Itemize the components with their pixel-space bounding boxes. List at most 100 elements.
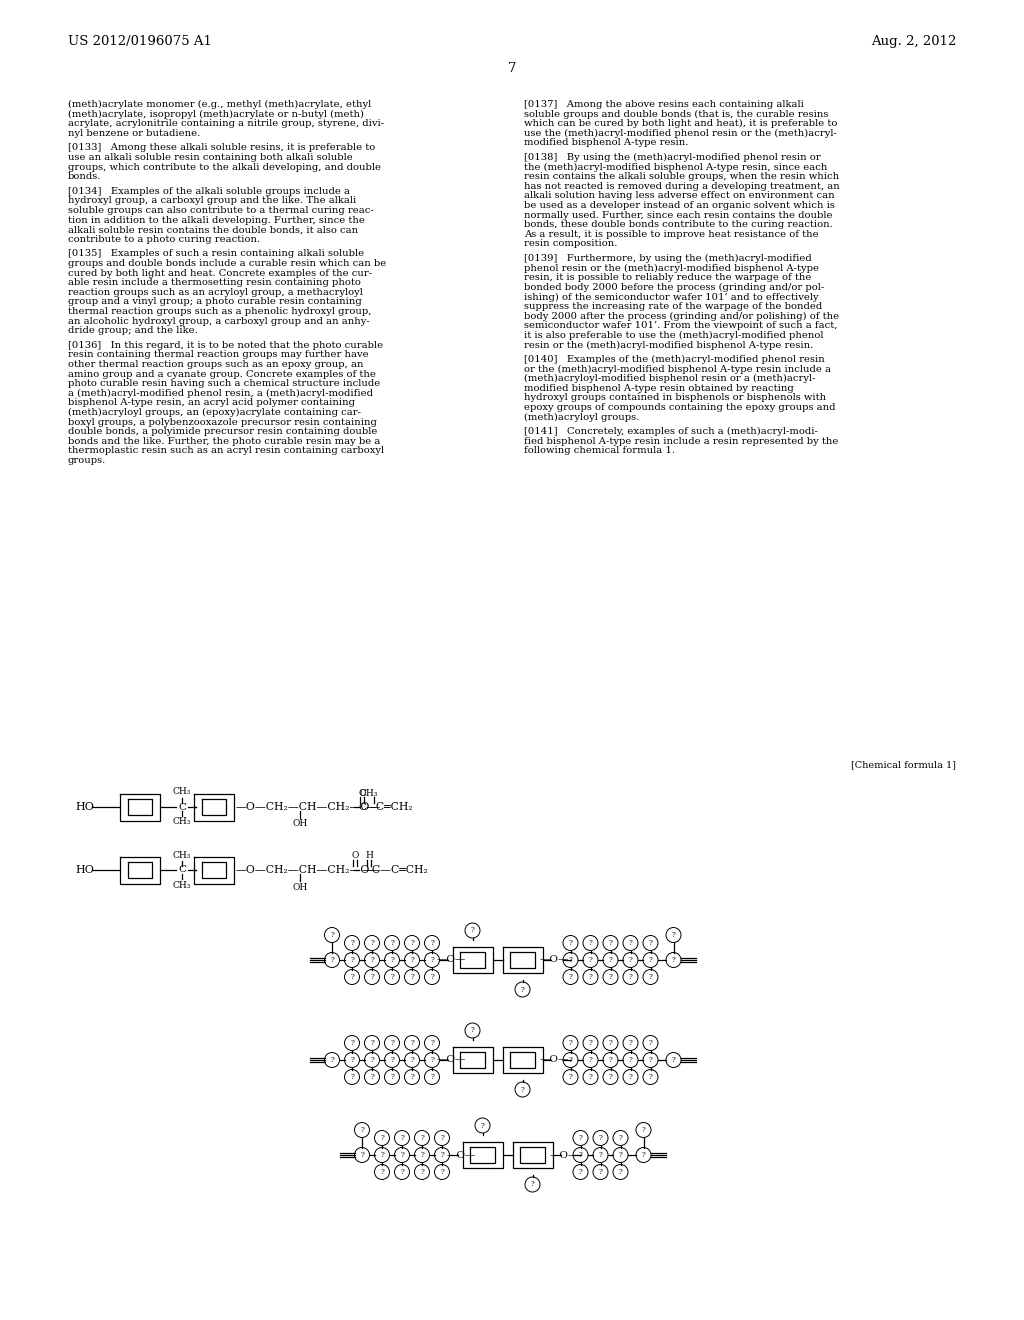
Text: ?: ?: [370, 1039, 374, 1047]
Text: ?: ?: [410, 1039, 414, 1047]
Text: ?: ?: [608, 1039, 612, 1047]
Text: [0136]   In this regard, it is to be noted that the photo curable: [0136] In this regard, it is to be noted…: [68, 341, 383, 350]
Text: [0139]   Furthermore, by using the (meth)acryl-modified: [0139] Furthermore, by using the (meth)a…: [524, 253, 812, 263]
Text: ?: ?: [330, 931, 334, 939]
Text: ?: ?: [568, 1073, 572, 1081]
Text: ?: ?: [410, 956, 414, 964]
Text: ?: ?: [471, 927, 474, 935]
Text: dride group; and the like.: dride group; and the like.: [68, 326, 198, 335]
Text: ?: ?: [350, 1073, 354, 1081]
Text: ?: ?: [530, 1180, 535, 1188]
Text: ?: ?: [648, 973, 652, 981]
Text: or the (meth)acryl-modified bisphenol A-type resin include a: or the (meth)acryl-modified bisphenol A-…: [524, 364, 831, 374]
Text: —O—: —O—: [550, 1151, 580, 1159]
Text: ?: ?: [370, 1056, 374, 1064]
Text: ?: ?: [350, 1056, 354, 1064]
Text: groups.: groups.: [68, 455, 106, 465]
Text: —C═CH₂: —C═CH₂: [366, 803, 414, 812]
Text: CH₃: CH₃: [173, 788, 191, 796]
Text: —O—: —O—: [540, 956, 569, 965]
Text: fied bisphenol A-type resin include a resin represented by the: fied bisphenol A-type resin include a re…: [524, 437, 839, 446]
Text: nyl benzene or butadiene.: nyl benzene or butadiene.: [68, 129, 201, 137]
Text: bonds and the like. Further, the photo curable resin may be a: bonds and the like. Further, the photo c…: [68, 437, 380, 446]
Text: ?: ?: [672, 956, 676, 964]
Text: C: C: [178, 803, 186, 812]
Text: CH₃: CH₃: [173, 880, 191, 890]
Text: ?: ?: [648, 1039, 652, 1047]
Text: acrylate, acrylonitrile containing a nitrile group, styrene, divi-: acrylate, acrylonitrile containing a nit…: [68, 119, 384, 128]
Text: hydroxyl group, a carboxyl group and the like. The alkali: hydroxyl group, a carboxyl group and the…: [68, 197, 356, 206]
Text: hydroxyl groups contained in bisphenols or bisphenols with: hydroxyl groups contained in bisphenols …: [524, 393, 826, 403]
Text: ?: ?: [390, 973, 394, 981]
Text: ?: ?: [330, 956, 334, 964]
Text: ?: ?: [589, 956, 593, 964]
Text: phenol resin or the (meth)acryl-modified bisphenol A-type: phenol resin or the (meth)acryl-modified…: [524, 264, 819, 273]
Text: ?: ?: [440, 1168, 444, 1176]
Text: alkali soluble resin contains the double bonds, it also can: alkali soluble resin contains the double…: [68, 226, 358, 234]
Text: semiconductor wafer 101’. From the viewpoint of such a fact,: semiconductor wafer 101’. From the viewp…: [524, 321, 838, 330]
Text: ?: ?: [672, 931, 676, 939]
Text: US 2012/0196075 A1: US 2012/0196075 A1: [68, 36, 212, 49]
Text: O: O: [351, 851, 358, 861]
Text: —O—CH₂—CH—CH₂—O—: —O—CH₂—CH—CH₂—O—: [236, 865, 381, 875]
Text: ?: ?: [589, 1039, 593, 1047]
Text: ?: ?: [390, 1039, 394, 1047]
Text: ?: ?: [608, 973, 612, 981]
Text: ?: ?: [430, 973, 434, 981]
Text: OH: OH: [293, 820, 307, 829]
Text: ?: ?: [520, 986, 524, 994]
Text: ?: ?: [618, 1168, 623, 1176]
Text: ?: ?: [589, 1056, 593, 1064]
Text: ?: ?: [390, 1056, 394, 1064]
Text: —O—: —O—: [540, 1056, 569, 1064]
Text: body 2000 after the process (grinding and/or polishing) of the: body 2000 after the process (grinding an…: [524, 312, 839, 321]
Text: cured by both light and heat. Concrete examples of the cur-: cured by both light and heat. Concrete e…: [68, 268, 372, 277]
Text: soluble groups can also contribute to a thermal curing reac-: soluble groups can also contribute to a …: [68, 206, 374, 215]
Text: [0137]   Among the above resins each containing alkali: [0137] Among the above resins each conta…: [524, 100, 804, 110]
Text: it is also preferable to use the (meth)acryl-modified phenol: it is also preferable to use the (meth)a…: [524, 331, 823, 341]
Text: [0134]   Examples of the alkali soluble groups include a: [0134] Examples of the alkali soluble gr…: [68, 187, 350, 195]
Text: (meth)acrylate, isopropyl (meth)acrylate or n-butyl (meth): (meth)acrylate, isopropyl (meth)acrylate…: [68, 110, 364, 119]
Text: ?: ?: [618, 1134, 623, 1142]
Text: reaction groups such as an acryloyl group, a methacryloyl: reaction groups such as an acryloyl grou…: [68, 288, 362, 297]
Text: ?: ?: [618, 1151, 623, 1159]
Text: —O—: —O—: [437, 1056, 466, 1064]
Text: groups and double bonds include a curable resin which can be: groups and double bonds include a curabl…: [68, 259, 386, 268]
Text: ?: ?: [648, 1056, 652, 1064]
Text: ?: ?: [350, 1039, 354, 1047]
Text: [0135]   Examples of such a resin containing alkali soluble: [0135] Examples of such a resin containi…: [68, 249, 365, 259]
Text: alkali solution having less adverse effect on environment can: alkali solution having less adverse effe…: [524, 191, 835, 201]
Text: ?: ?: [568, 939, 572, 946]
Text: tion in addition to the alkali developing. Further, since the: tion in addition to the alkali developin…: [68, 215, 365, 224]
Text: use the (meth)acryl-modified phenol resin or the (meth)acryl-: use the (meth)acryl-modified phenol resi…: [524, 129, 837, 137]
Text: ?: ?: [330, 1056, 334, 1064]
Text: other thermal reaction groups such as an epoxy group, an: other thermal reaction groups such as an…: [68, 360, 364, 370]
Text: ?: ?: [350, 939, 354, 946]
Text: an alcoholic hydroxyl group, a carboxyl group and an anhy-: an alcoholic hydroxyl group, a carboxyl …: [68, 317, 370, 326]
Text: ?: ?: [430, 1039, 434, 1047]
Text: ?: ?: [420, 1134, 424, 1142]
Text: resin or the (meth)acryl-modified bisphenol A-type resin.: resin or the (meth)acryl-modified bisphe…: [524, 341, 813, 350]
Text: bonds.: bonds.: [68, 172, 101, 181]
Text: OH: OH: [293, 883, 307, 891]
Text: ?: ?: [350, 973, 354, 981]
Text: [0141]   Concretely, examples of such a (meth)acryl-modi-: [0141] Concretely, examples of such a (m…: [524, 428, 818, 437]
Text: Aug. 2, 2012: Aug. 2, 2012: [870, 36, 956, 49]
Text: ?: ?: [380, 1151, 384, 1159]
Text: ?: ?: [629, 1039, 633, 1047]
Text: ?: ?: [629, 939, 633, 946]
Text: use an alkali soluble resin containing both alkali soluble: use an alkali soluble resin containing b…: [68, 153, 352, 162]
Text: boxyl groups, a polybenzooxazole precursor resin containing: boxyl groups, a polybenzooxazole precurs…: [68, 417, 377, 426]
Text: ?: ?: [629, 1073, 633, 1081]
Text: (meth)acrylate monomer (e.g., methyl (meth)acrylate, ethyl: (meth)acrylate monomer (e.g., methyl (me…: [68, 100, 372, 110]
Text: ?: ?: [608, 939, 612, 946]
Text: —O—: —O—: [446, 1151, 476, 1159]
Text: [0133]   Among these alkali soluble resins, it is preferable to: [0133] Among these alkali soluble resins…: [68, 144, 375, 152]
Text: ?: ?: [568, 956, 572, 964]
Text: ?: ?: [608, 1073, 612, 1081]
Text: ?: ?: [579, 1168, 583, 1176]
Text: ?: ?: [370, 939, 374, 946]
Text: ?: ?: [568, 973, 572, 981]
Text: ?: ?: [589, 939, 593, 946]
Text: CH₃: CH₃: [173, 817, 191, 826]
